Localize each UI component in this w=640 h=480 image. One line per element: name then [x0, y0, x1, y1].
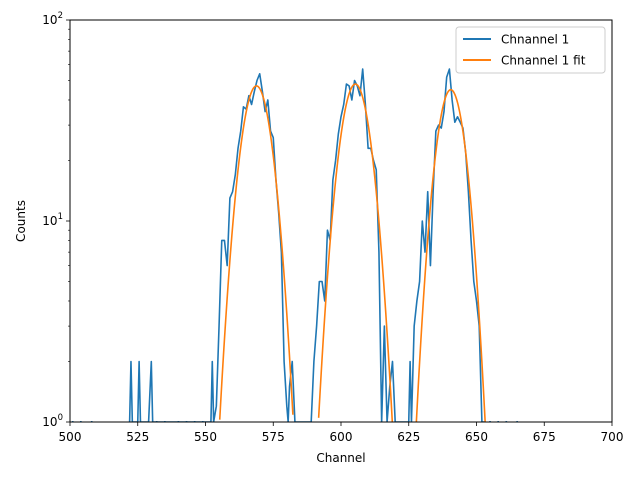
x-axis: 500 525 550 575 600 625 650 675 700: [59, 422, 624, 444]
x-tick-label: 700: [601, 430, 624, 444]
x-tick-label: 675: [533, 430, 556, 444]
fit-peak-2: [317, 83, 394, 422]
y-tick-label: 101: [42, 212, 63, 228]
y-tick-label: 100: [42, 413, 63, 429]
legend-label-series-2: Chnannel 1 fit: [501, 54, 586, 68]
x-tick-label: 650: [465, 430, 488, 444]
y-axis-label: Counts: [14, 200, 28, 242]
x-tick-label: 625: [397, 430, 420, 444]
legend-box: [455, 26, 606, 74]
x-tick-label: 550: [194, 430, 217, 444]
x-axis-label: Channel: [316, 451, 365, 465]
y-axis: 100 101 102: [42, 11, 70, 429]
x-tick-label: 525: [126, 430, 149, 444]
fit-peak-1: [218, 85, 294, 420]
x-tick-label: 500: [59, 430, 82, 444]
series-line-chnannel-1: [128, 68, 485, 422]
y-tick-label: 102: [42, 11, 63, 27]
fit-peak-3: [415, 88, 486, 422]
series-layer: [71, 68, 518, 422]
x-tick-label: 575: [262, 430, 285, 444]
legend: Chnannel 1 Chnannel 1 fit: [455, 26, 606, 74]
x-tick-label: 600: [330, 430, 353, 444]
legend-label-series-1: Chnannel 1: [501, 33, 569, 47]
